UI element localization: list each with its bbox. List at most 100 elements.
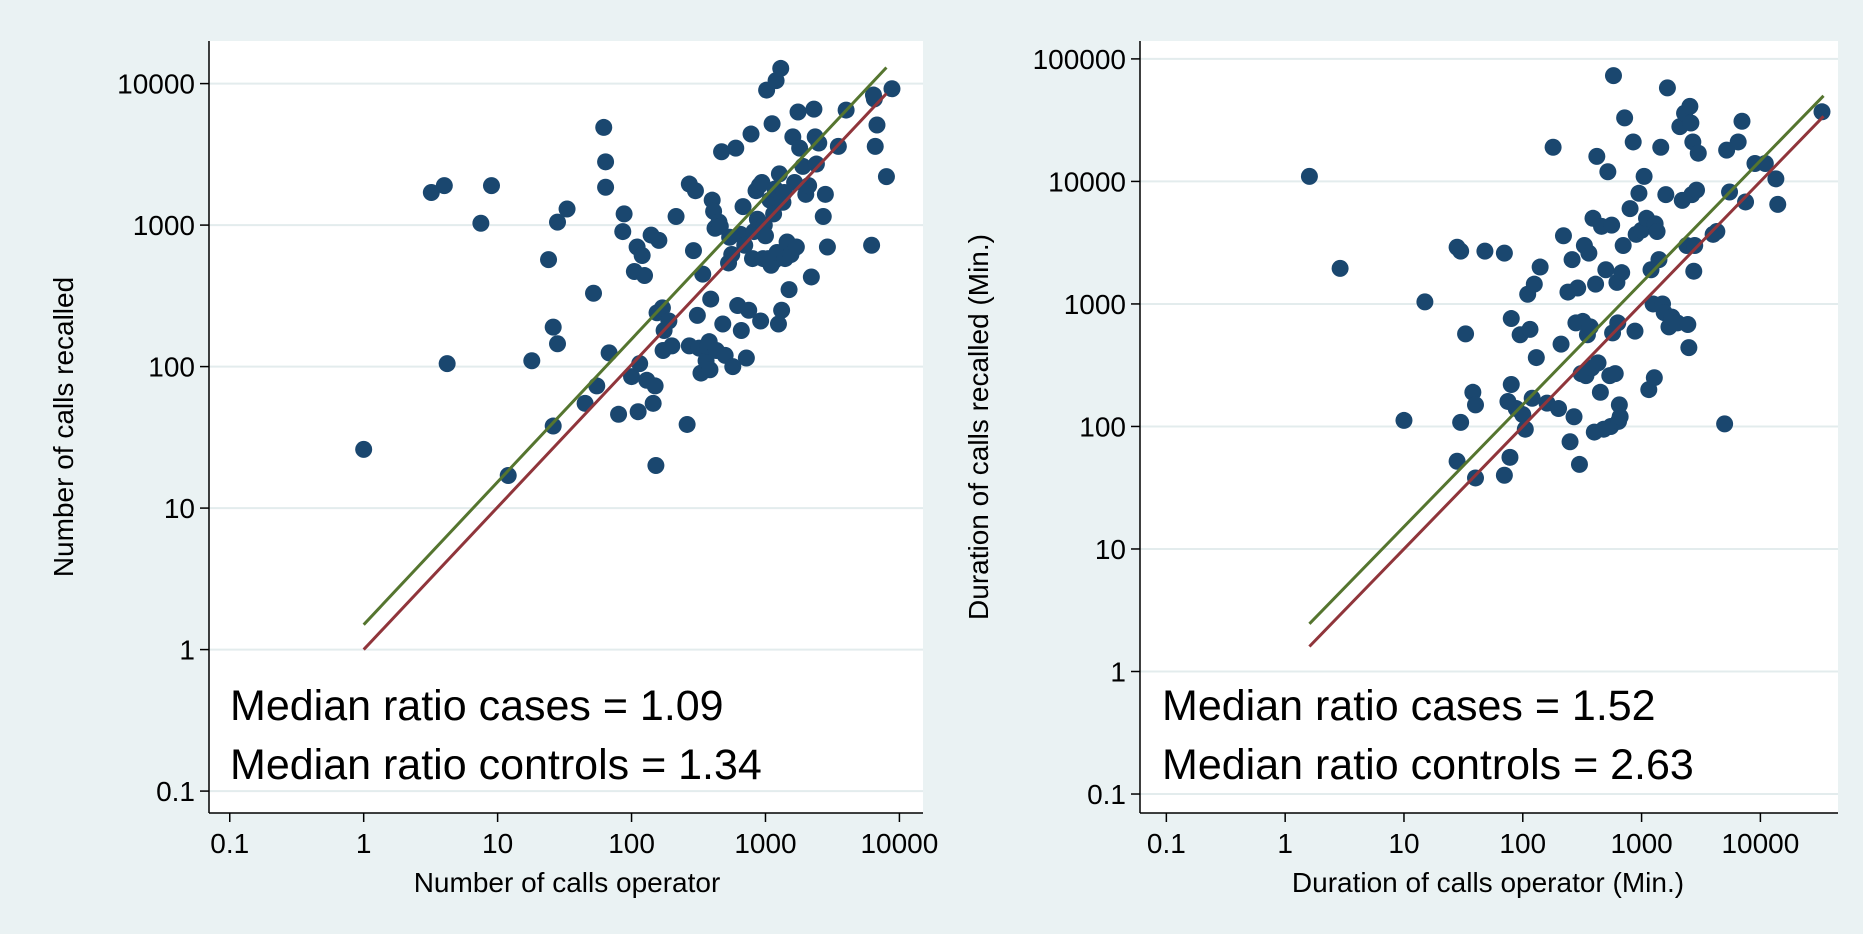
- left-data-point: [734, 198, 752, 216]
- right-data-point: [1467, 469, 1485, 487]
- right-data-point: [1645, 369, 1663, 387]
- right-y-tick-label: 1: [1110, 657, 1126, 688]
- right-data-point: [1452, 242, 1470, 260]
- right-data-point: [1769, 195, 1787, 213]
- left-data-point: [482, 177, 500, 195]
- left-data-point: [756, 227, 774, 245]
- left-x-tick-label: 1: [356, 828, 372, 859]
- right-data-point: [1502, 376, 1520, 394]
- left-data-point: [727, 139, 745, 157]
- left-data-point: [791, 139, 809, 157]
- left-data-point: [355, 440, 373, 458]
- right-data-point: [1597, 261, 1615, 279]
- right-data-point: [1476, 242, 1494, 260]
- left-controls-ratio-line: [362, 66, 888, 626]
- right-data-point: [1613, 264, 1631, 282]
- left-data-point: [802, 268, 820, 286]
- left-data-point: [629, 403, 647, 421]
- right-data-point: [1650, 251, 1668, 269]
- right-data-point: [1495, 466, 1513, 484]
- right-data-point: [1733, 112, 1751, 130]
- right-data-point: [1563, 251, 1581, 269]
- right-data-point: [1587, 275, 1605, 293]
- right-data-point: [1554, 227, 1572, 245]
- left-y-axis-label: Number of calls recalled: [48, 277, 79, 577]
- left-data-point: [684, 242, 702, 260]
- left-data-point: [597, 153, 615, 171]
- right-data-point: [1395, 411, 1413, 429]
- left-data-point: [724, 358, 742, 376]
- left-data-point: [769, 315, 787, 333]
- left-x-ticks: 0.1 1 10 100 1000 10000: [210, 813, 938, 859]
- left-data-point: [789, 103, 807, 121]
- right-data-point: [1591, 383, 1609, 401]
- right-data-point: [1685, 262, 1703, 280]
- right-data-point: [1680, 339, 1698, 357]
- right-y-tick-label: 10000: [1048, 166, 1126, 197]
- left-data-point: [647, 456, 665, 474]
- right-x-tick-label: 0.1: [1147, 828, 1186, 859]
- left-data-point: [646, 377, 664, 395]
- right-controls-ratio-line: [1308, 94, 1825, 625]
- left-data-point: [595, 118, 613, 136]
- right-data-point: [1708, 223, 1726, 241]
- left-y-tick-label: 1: [179, 635, 195, 666]
- left-data-point: [702, 290, 720, 308]
- left-scatter-panel: 0.1 1 10 100 1000 10000 0.1 1 10 100 1000 10000 Me…: [48, 41, 938, 898]
- right-data-point: [1679, 315, 1697, 333]
- left-data-point: [585, 284, 603, 302]
- left-data-point: [667, 208, 685, 226]
- left-x-tick-label: 10000: [860, 828, 938, 859]
- left-data-point: [615, 205, 633, 223]
- left-data-point: [737, 349, 755, 367]
- left-data-point: [740, 301, 758, 319]
- left-data-point: [644, 394, 662, 412]
- right-data-point: [1331, 259, 1349, 277]
- right-data-point: [1648, 223, 1666, 241]
- left-data-point: [807, 155, 825, 173]
- right-data-point: [1635, 167, 1653, 185]
- left-data-point: [714, 315, 732, 333]
- left-annotation-cases: Median ratio cases = 1.09: [230, 682, 724, 730]
- right-data-point: [1689, 144, 1707, 162]
- right-data-point: [1611, 408, 1629, 426]
- right-data-point: [1550, 400, 1568, 418]
- right-data-point: [1495, 244, 1513, 262]
- right-data-point: [1561, 433, 1579, 451]
- right-data-point: [1729, 133, 1747, 151]
- right-data-point: [1621, 200, 1639, 218]
- right-data-point: [1467, 396, 1485, 414]
- left-y-tick-label: 10000: [117, 69, 195, 100]
- right-data-point: [1604, 67, 1622, 85]
- right-data-point: [1624, 133, 1642, 151]
- left-data-point: [435, 177, 453, 195]
- left-data-point: [688, 306, 706, 324]
- left-y-tick-label: 10: [164, 493, 195, 524]
- left-data-point: [540, 251, 558, 269]
- left-gridlines: [209, 82, 923, 793]
- right-scatter-panel: 0.1 1 10 100 1000 10000 100000 0.1 1 10 100 1000 10…: [963, 41, 1838, 898]
- right-y-ticks: 0.1 1 10 100 1000 10000 100000: [1033, 44, 1140, 810]
- left-data-point: [549, 213, 567, 231]
- left-y-tick-label: 1000: [133, 210, 195, 241]
- left-data-point: [614, 223, 632, 241]
- right-data-point: [1614, 236, 1632, 254]
- right-x-ticks: 0.1 1 10 100 1000 10000: [1147, 813, 1799, 859]
- right-data-point: [1580, 244, 1598, 262]
- right-cases-ratio-line: [1308, 115, 1825, 648]
- right-data-point: [1658, 79, 1676, 97]
- right-data-point: [1531, 258, 1549, 276]
- left-data-point: [523, 352, 541, 370]
- left-data-point: [623, 368, 641, 386]
- right-data-point: [1521, 320, 1539, 338]
- right-y-tick-label: 100000: [1033, 44, 1126, 75]
- left-data-point: [499, 466, 517, 484]
- right-data-point: [1416, 293, 1434, 311]
- right-x-tick-label: 1000: [1610, 828, 1672, 859]
- left-x-tick-label: 1000: [734, 828, 796, 859]
- right-data-point: [1502, 310, 1520, 328]
- left-data-point: [742, 125, 760, 143]
- left-data-point: [678, 415, 696, 433]
- right-annotation-controls: Median ratio controls = 2.63: [1162, 741, 1694, 789]
- left-data-point: [877, 168, 895, 186]
